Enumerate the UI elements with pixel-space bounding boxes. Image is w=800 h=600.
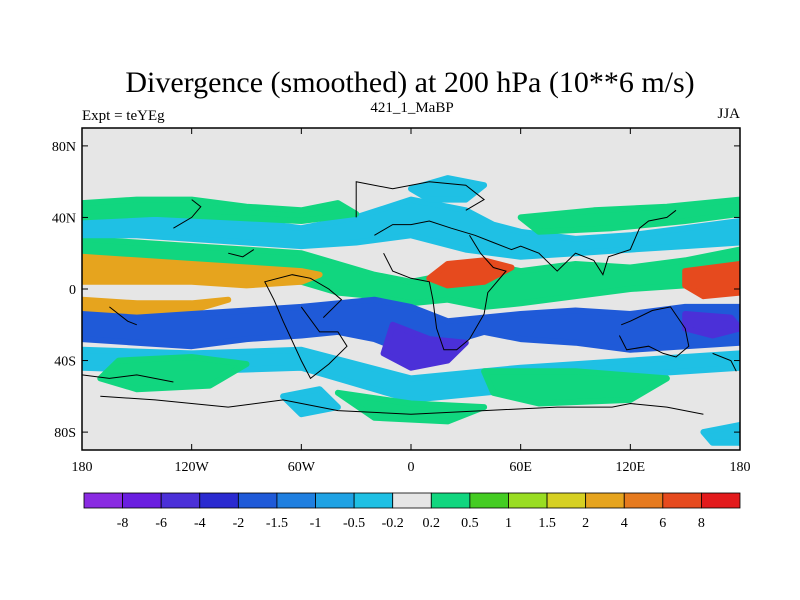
coastline-layer [82,181,737,415]
colorbar-swatch [623,492,664,509]
colorbar-swatch [199,492,239,509]
coastline [383,235,507,351]
contour-band-neg3 [682,311,740,339]
colorbar-swatch [353,492,394,509]
colorbar-label: -0.2 [382,516,404,531]
colorbar: -8 -6 -4 -2 -1.5 -1 -0.5 -0.2 0.2 0.5 1 1.5 2 4 6 8 [83,492,741,531]
x-tick-label: 120W [175,460,210,475]
colorbar-label: 6 [659,516,666,531]
coastline [618,306,690,358]
colorbar-label: -1.5 [266,516,288,531]
coastline [82,374,174,383]
coastline [712,352,737,372]
colorbar-swatch [585,492,625,509]
colorbar-swatch [237,492,278,509]
colorbar-swatch [701,492,741,509]
y-tick-label: 80S [54,426,76,441]
chart-title: Divergence (smoothed) at 200 hPa (10**6 … [125,66,694,99]
x-tick-label: 180 [72,460,93,475]
colorbar-label: 4 [621,516,628,531]
x-tick-label: 60E [509,460,532,475]
contour-band-pos1 [82,196,360,224]
colorbar-label: -1 [310,516,322,531]
y-tick-label: 80N [52,140,76,155]
contour-fill-layer [82,175,740,446]
contour-band-neg1 [700,422,740,446]
coastline [100,395,704,415]
experiment-label: Expt = teYEg [82,108,165,124]
x-tick-label: 120E [616,460,646,475]
colorbar-swatch [392,492,432,509]
coastline [228,249,255,258]
contour-band-neg3 [380,321,469,371]
colorbar-swatch [469,492,509,509]
colorbar-label: 1 [505,516,512,531]
y-tick-label: 40N [52,211,76,226]
contour-band-pos1 [481,368,670,407]
y-tick-label: 0 [69,283,76,298]
run-label: 421_1_MaBP [370,100,453,116]
x-tick-label: 180 [730,460,751,475]
y-tick-label: 40S [54,355,76,370]
colorbar-label: -4 [194,516,206,531]
x-tick-label: 60W [288,460,316,475]
contour-band-pos2 [82,296,232,317]
colorbar-label: -6 [155,516,167,531]
x-tick-label: 0 [408,460,415,475]
colorbar-label: -8 [117,516,129,531]
season-label: JJA [717,106,740,122]
coastline [374,209,677,276]
contour-band-pos1 [517,196,740,235]
colorbar-label: -2 [233,516,245,531]
colorbar-swatch [160,492,201,509]
colorbar-label: 8 [698,516,705,531]
x-axis: 180 120W 60W 0 60E 120E 180 [72,128,751,475]
coastline [264,274,348,380]
colorbar-swatch [662,492,702,509]
contour-band-pos3 [426,257,515,289]
colorbar-swatch [546,492,587,509]
colorbar-label: -0.5 [343,516,365,531]
coastline [173,199,202,229]
colorbar-label: 1.5 [538,516,556,531]
contour-band-pos1 [97,354,250,393]
colorbar-swatch [508,492,548,509]
colorbar-swatch [315,492,355,509]
contour-band-neg1 [82,196,740,260]
coastline [109,306,137,326]
colorbar-label: 0.2 [423,516,441,531]
colorbar-label: 0.5 [461,516,479,531]
colorbar-label: 2 [582,516,589,531]
colorbar-swatch [83,492,123,509]
colorbar-swatch [430,492,471,509]
colorbar-swatch [122,492,162,509]
colorbar-swatch [276,492,316,509]
coastline [355,181,485,218]
y-axis: 80N 40N 0 40S 80S [52,140,740,441]
contour-band-pos3 [682,261,740,300]
contour-band-pos1 [334,389,488,425]
